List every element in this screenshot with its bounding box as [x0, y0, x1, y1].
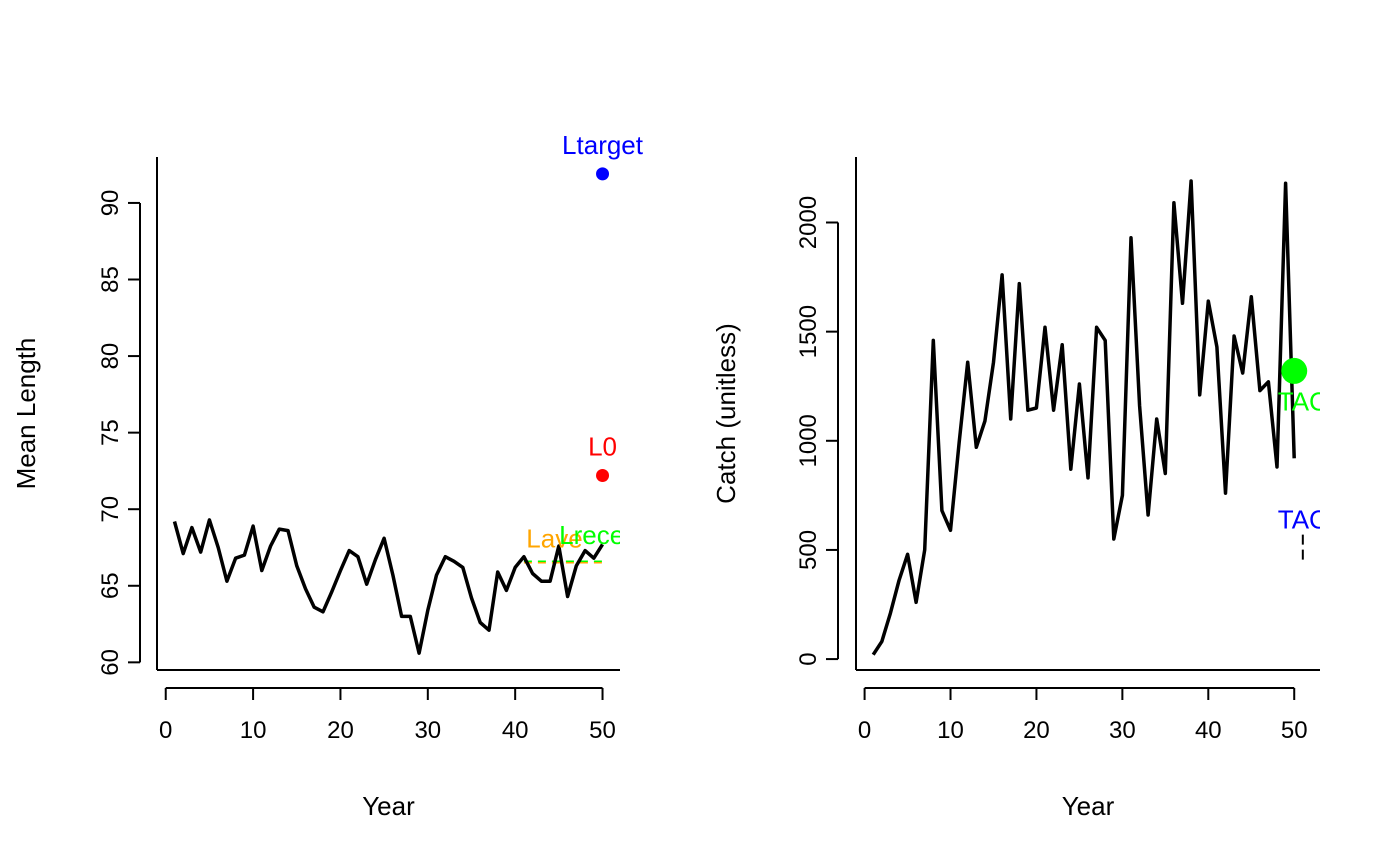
series-line	[172, 518, 604, 655]
x-tick-label: 50	[1281, 717, 1308, 744]
y-tick-label: 1500	[795, 305, 822, 358]
x-tick-label: 50	[589, 717, 616, 744]
point-label-l0: L0	[588, 432, 617, 462]
x-axis-label: Year	[362, 791, 415, 821]
y-tick-label: 60	[97, 649, 124, 676]
y-tick-label: 65	[97, 572, 124, 599]
x-tick-label: 0	[159, 717, 172, 744]
x-tick-label: 10	[937, 717, 964, 744]
x-axis-label: Year	[1062, 791, 1115, 821]
y-tick-label: 80	[97, 343, 124, 370]
x-tick-label: 0	[858, 717, 871, 744]
x-tick-label: 30	[1109, 717, 1136, 744]
plot-area: TAC TAC	[871, 179, 1328, 656]
point-label-ltarget: Ltarget	[562, 130, 644, 160]
x-tick-label: 20	[327, 717, 354, 744]
y-axis-label: Catch (unitless)	[711, 323, 741, 504]
point-tac	[1281, 357, 1308, 384]
y-tick-label: 90	[97, 190, 124, 217]
series-line	[871, 179, 1296, 656]
y-tick-label: 75	[97, 419, 124, 446]
point-l0	[596, 469, 610, 483]
annotation-tac: TAC	[1278, 504, 1328, 534]
point-ltarget	[596, 167, 610, 181]
x-tick-label: 20	[1023, 717, 1050, 744]
y-tick-label: 500	[795, 530, 822, 570]
y-tick-label: 2000	[795, 196, 822, 249]
y-tick-label: 70	[97, 496, 124, 523]
x-tick-label: 40	[502, 717, 529, 744]
annotation-tac: TAC	[1278, 386, 1328, 416]
x-tick-label: 30	[414, 717, 441, 744]
y-axis-label: Mean Length	[11, 338, 41, 490]
annotation-lrecent: Lrecent	[559, 520, 646, 550]
x-tick-label: 10	[240, 717, 267, 744]
y-tick-label: 1000	[795, 414, 822, 467]
y-tick-label: 0	[795, 652, 822, 665]
y-tick-label: 85	[97, 266, 124, 293]
panel-1: 0 10 20 30 40 50 60 65 70 75 80 85 90 Year Mean Length…	[11, 130, 646, 821]
x-tick-label: 40	[1195, 717, 1222, 744]
annotation-lave: Lave	[526, 523, 582, 553]
